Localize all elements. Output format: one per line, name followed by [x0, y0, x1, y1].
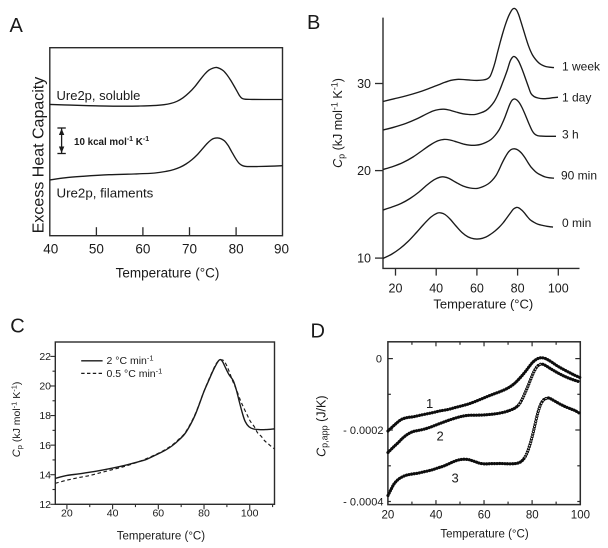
- svg-text:Temperature (°C): Temperature (°C): [440, 529, 528, 541]
- svg-text:20: 20: [357, 164, 371, 178]
- svg-text:- 0.0002: - 0.0002: [343, 425, 383, 437]
- svg-text:80: 80: [526, 510, 539, 522]
- svg-text:80: 80: [229, 242, 244, 257]
- svg-text:70: 70: [182, 242, 197, 257]
- svg-text:2 °C min-1: 2 °C min-1: [107, 354, 154, 368]
- svg-text:20: 20: [382, 510, 395, 522]
- svg-text:10 kcal mol-1 K-1: 10 kcal mol-1 K-1: [74, 136, 149, 148]
- svg-text:60: 60: [478, 510, 491, 522]
- svg-text:1: 1: [426, 396, 433, 411]
- svg-text:20: 20: [389, 281, 403, 295]
- svg-text:60: 60: [470, 281, 484, 295]
- svg-text:Temperature (°C): Temperature (°C): [117, 531, 205, 543]
- svg-text:Ure2p, filaments: Ure2p, filaments: [57, 186, 154, 201]
- svg-text:22: 22: [39, 351, 51, 363]
- svg-text:- 0.0004: - 0.0004: [343, 496, 383, 508]
- svg-text:0 min: 0 min: [562, 216, 591, 230]
- svg-text:Temperature (°C): Temperature (°C): [433, 297, 533, 312]
- svg-text:Cp (kJ mol-1 K-1): Cp (kJ mol-1 K-1): [10, 382, 25, 458]
- svg-text:10: 10: [357, 251, 371, 265]
- svg-text:A: A: [10, 15, 24, 37]
- svg-text:2: 2: [437, 429, 444, 444]
- svg-text:40: 40: [429, 281, 443, 295]
- svg-text:100: 100: [548, 281, 569, 295]
- svg-text:D: D: [311, 321, 325, 343]
- svg-text:Temperature (°C): Temperature (°C): [116, 266, 220, 281]
- svg-text:Cp,app (J/K): Cp,app (J/K): [315, 395, 330, 456]
- svg-text:3: 3: [452, 471, 459, 486]
- svg-text:60: 60: [152, 508, 164, 520]
- svg-text:90 min: 90 min: [561, 169, 597, 183]
- svg-text:18: 18: [39, 410, 51, 422]
- svg-text:0: 0: [376, 354, 382, 366]
- svg-text:20: 20: [39, 381, 51, 393]
- svg-text:50: 50: [89, 242, 104, 257]
- svg-text:16: 16: [39, 440, 51, 452]
- svg-text:60: 60: [135, 242, 150, 257]
- svg-text:Cp (kJ mol-1 K-1): Cp (kJ mol-1 K-1): [330, 78, 347, 168]
- svg-text:90: 90: [274, 242, 289, 257]
- svg-text:C: C: [10, 315, 24, 337]
- svg-text:80: 80: [511, 281, 525, 295]
- svg-text:Excess Heat Capacity: Excess Heat Capacity: [31, 77, 48, 234]
- svg-text:Ure2p, soluble: Ure2p, soluble: [57, 88, 141, 103]
- svg-text:20: 20: [61, 508, 73, 520]
- svg-text:40: 40: [430, 510, 443, 522]
- svg-text:80: 80: [198, 508, 210, 520]
- svg-text:30: 30: [357, 77, 371, 91]
- svg-text:40: 40: [107, 508, 119, 520]
- svg-text:100: 100: [241, 508, 259, 520]
- svg-text:1 day: 1 day: [562, 91, 591, 105]
- svg-text:3 h: 3 h: [562, 128, 579, 142]
- svg-text:100: 100: [571, 510, 590, 522]
- svg-text:40: 40: [43, 242, 58, 257]
- svg-text:12: 12: [39, 499, 51, 511]
- svg-text:1 week: 1 week: [562, 59, 601, 73]
- svg-text:0.5 °C min-1: 0.5 °C min-1: [107, 366, 163, 380]
- svg-text:B: B: [307, 12, 320, 34]
- svg-text:14: 14: [39, 469, 51, 481]
